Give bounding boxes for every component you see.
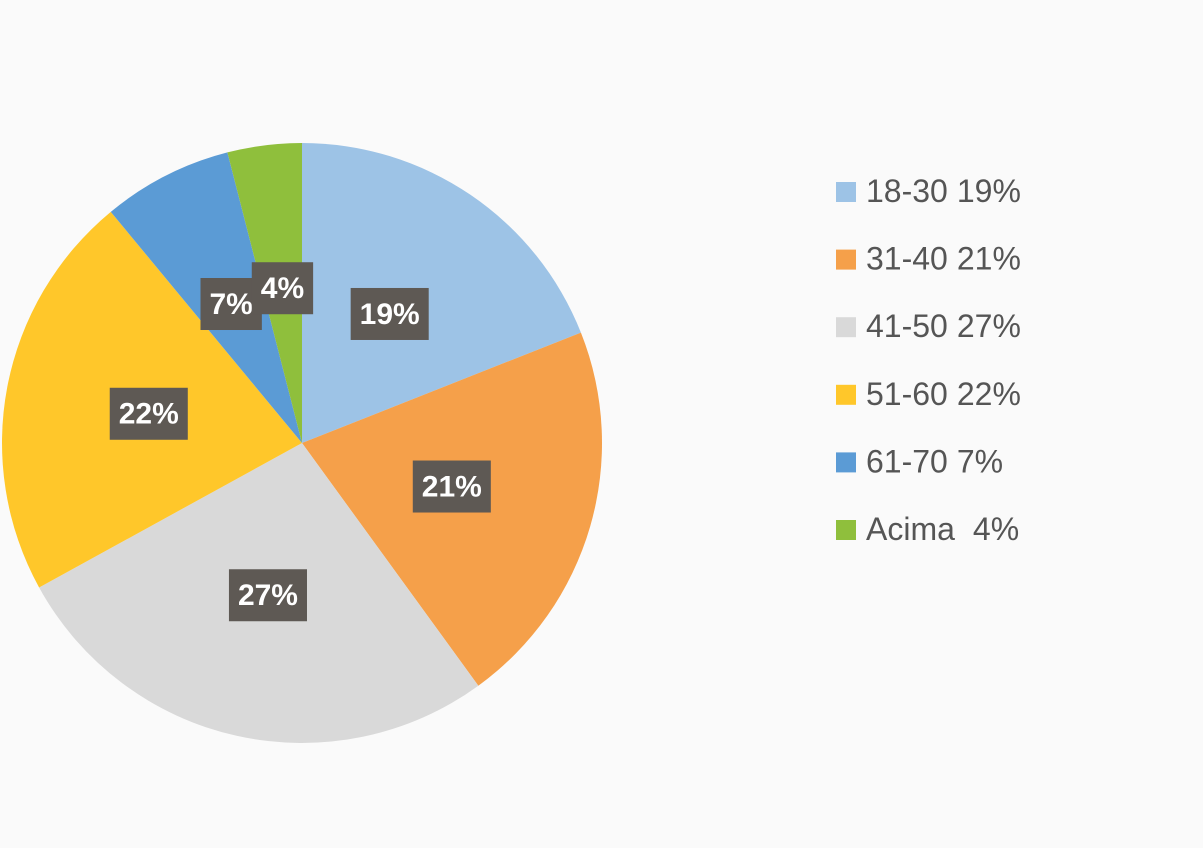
legend-category: 18-30 bbox=[866, 173, 948, 209]
legend-swatch bbox=[836, 317, 856, 338]
legend-category: 41-50 bbox=[866, 309, 948, 345]
legend-value: 4% bbox=[973, 511, 1019, 547]
data-label-box bbox=[350, 287, 429, 340]
data-label: 19% bbox=[350, 287, 429, 340]
data-label-text: 27% bbox=[238, 579, 298, 612]
legend-category: 31-40 bbox=[866, 241, 948, 277]
data-label-text: 22% bbox=[119, 398, 179, 431]
legend-label: Acima 4% bbox=[866, 511, 1019, 547]
data-label-text: 4% bbox=[261, 272, 304, 305]
legend-value: 22% bbox=[957, 376, 1021, 412]
legend-swatch bbox=[836, 520, 856, 540]
data-label: 27% bbox=[228, 569, 307, 622]
legend-swatch bbox=[836, 182, 856, 202]
legend-category: 51-60 bbox=[866, 376, 948, 412]
legend-swatch bbox=[836, 249, 856, 270]
data-label: 4% bbox=[251, 262, 314, 315]
legend-label: 41-50 27% bbox=[866, 309, 1021, 345]
data-label: 7% bbox=[200, 278, 262, 331]
legend-value: 21% bbox=[957, 241, 1021, 277]
pie-slice bbox=[302, 143, 581, 443]
data-label-text: 7% bbox=[209, 288, 252, 321]
legend-swatch bbox=[836, 384, 856, 405]
data-label-text: 21% bbox=[422, 470, 482, 503]
data-label-box bbox=[412, 460, 491, 513]
data-label-box bbox=[228, 569, 307, 622]
data-label-box bbox=[200, 278, 262, 331]
data-label: 21% bbox=[412, 460, 491, 513]
data-label: 22% bbox=[109, 387, 188, 440]
legend-category: Acima bbox=[866, 511, 955, 547]
legend-swatch bbox=[836, 452, 856, 473]
data-label-box bbox=[251, 262, 314, 315]
legend-label: 61-70 7% bbox=[866, 444, 1003, 480]
legend-category: 61-70 bbox=[866, 444, 948, 480]
legend-label: 51-60 22% bbox=[866, 376, 1021, 412]
legend-value: 19% bbox=[957, 173, 1021, 209]
data-label-box bbox=[109, 387, 188, 440]
data-label-text: 19% bbox=[360, 298, 420, 331]
legend-label: 18-30 19% bbox=[866, 173, 1021, 209]
legend-label: 31-40 21% bbox=[866, 241, 1021, 277]
legend-value: 27% bbox=[957, 309, 1021, 345]
legend-value: 7% bbox=[957, 444, 1003, 480]
